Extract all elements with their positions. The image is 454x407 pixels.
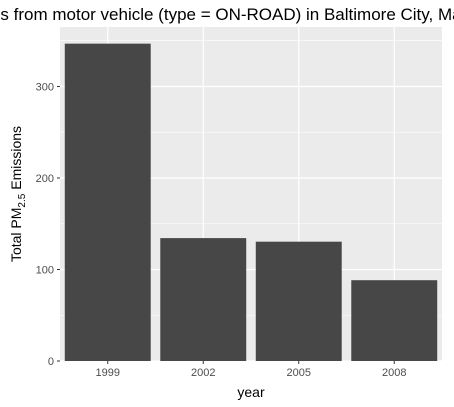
chart-title: Total PM2.5 Emissions from motor vehicle… (0, 5, 454, 24)
x-tick-label: 1999 (96, 367, 120, 379)
y-tick-label: 200 (36, 173, 54, 185)
y-axis-title-main: Total PM (8, 208, 24, 262)
x-tick-label: 2008 (382, 367, 406, 379)
y-tick-label: 300 (36, 81, 54, 93)
y-axis-title-subscript: 2.5 (17, 193, 28, 207)
x-axis: 1999 2002 2005 2008 (96, 361, 406, 379)
bar-1999 (64, 43, 151, 362)
bar-2002 (160, 238, 247, 361)
y-axis-title: Total PM2.5 Emissions (8, 126, 28, 262)
y-axis-title-rest: Emissions (8, 126, 24, 194)
bars (64, 43, 438, 362)
bar-2008 (351, 280, 438, 361)
bar-2005 (255, 241, 342, 361)
y-tick-label: 0 (48, 356, 54, 368)
x-tick-label: 2002 (191, 367, 215, 379)
y-tick-label: 100 (36, 264, 54, 276)
x-tick-label: 2005 (287, 367, 311, 379)
y-axis: 0 100 200 300 (36, 81, 60, 368)
x-axis-title: year (237, 384, 265, 400)
